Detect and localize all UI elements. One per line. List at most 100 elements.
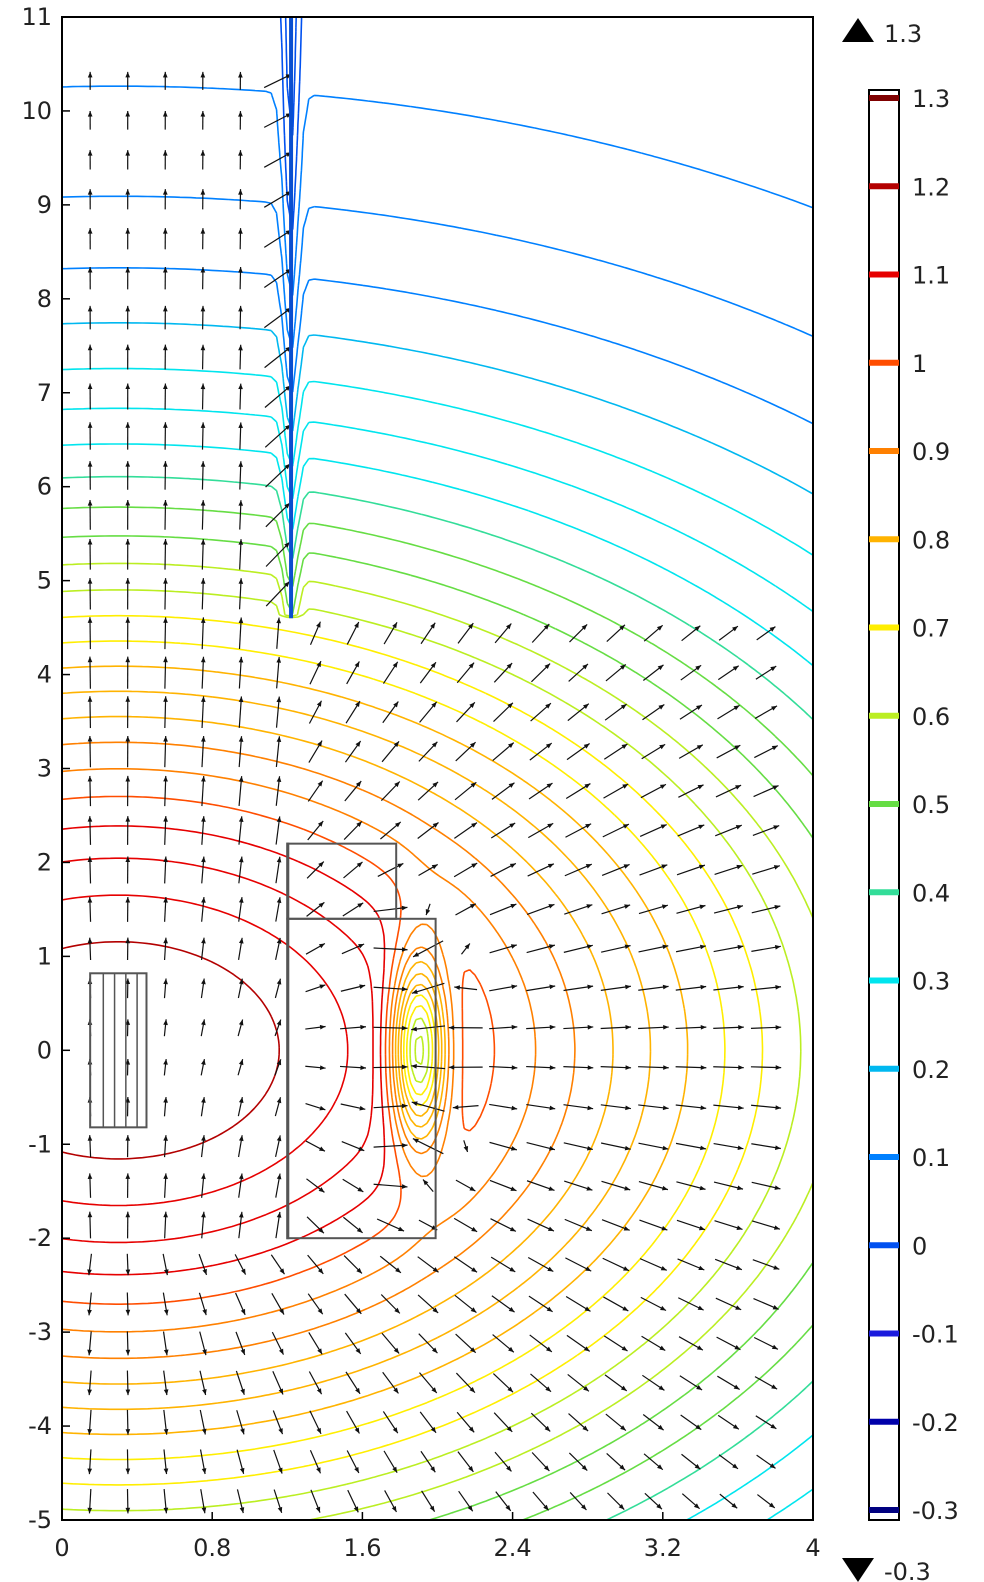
field-arrow xyxy=(125,937,131,961)
field-arrow xyxy=(676,1181,706,1191)
field-arrow xyxy=(563,1142,593,1151)
field-arrow xyxy=(751,984,782,991)
field-arrow xyxy=(681,625,701,642)
x-tick-label: 1.6 xyxy=(343,1534,381,1562)
colorbar-level-band xyxy=(869,1154,899,1160)
field-arrow xyxy=(309,621,321,646)
field-arrow xyxy=(605,663,627,682)
field-arrow xyxy=(489,1024,518,1030)
field-arrow xyxy=(87,696,93,729)
field-arrow xyxy=(238,856,244,884)
field-arrow xyxy=(383,622,398,645)
field-arrow xyxy=(87,1292,92,1316)
field-arrow xyxy=(125,500,131,530)
field-arrow xyxy=(642,664,664,681)
field-arrow xyxy=(276,656,282,689)
field-arrow xyxy=(456,701,476,723)
field-arrow xyxy=(307,780,324,802)
field-arrow xyxy=(238,578,244,610)
field-arrow xyxy=(125,696,131,729)
field-arrow xyxy=(125,1097,131,1117)
field-arrow xyxy=(234,1254,247,1275)
colorbar-level-label: 0.9 xyxy=(912,438,950,466)
field-arrow xyxy=(751,1104,782,1110)
field-arrow xyxy=(419,1372,438,1394)
field-arrow xyxy=(420,1450,436,1473)
field-arrow xyxy=(238,500,244,530)
field-arrow xyxy=(87,578,93,610)
field-arrow xyxy=(87,856,93,884)
field-arrow xyxy=(490,1256,516,1273)
field-arrow xyxy=(198,1292,207,1316)
field-arrow xyxy=(454,781,477,801)
field-arrow xyxy=(125,978,131,999)
colorbar-level-band xyxy=(869,1065,899,1072)
field-arrow xyxy=(200,344,206,370)
field-arrow xyxy=(713,1181,744,1191)
field-arrow xyxy=(373,947,408,952)
field-arrow xyxy=(753,1336,779,1350)
field-arrow xyxy=(603,1296,629,1312)
field-arrow xyxy=(343,1216,363,1234)
field-arrow xyxy=(453,1256,478,1273)
field-arrow xyxy=(236,1449,245,1474)
field-arrow xyxy=(412,940,444,958)
field-arrow xyxy=(87,266,93,290)
y-tick-label: -4 xyxy=(28,1412,52,1440)
field-arrow xyxy=(565,1257,592,1272)
field-arrow xyxy=(237,1019,244,1037)
field-arrow xyxy=(200,461,206,490)
field-arrow xyxy=(274,1019,282,1037)
field-arrow xyxy=(457,1451,474,1473)
colorbar-level-label: 0.2 xyxy=(912,1056,950,1084)
field-arrow xyxy=(238,539,244,570)
field-arrow xyxy=(418,741,438,762)
field-arrow xyxy=(273,1449,283,1474)
field-arrow xyxy=(163,538,168,570)
field-arrow xyxy=(568,663,589,682)
field-arrow xyxy=(305,1065,326,1070)
field-arrow xyxy=(676,1219,706,1231)
field-arrow xyxy=(373,1064,408,1070)
field-arrow xyxy=(198,1253,208,1276)
field-arrow xyxy=(532,1491,550,1511)
field-arrow xyxy=(238,422,243,450)
field-arrow xyxy=(272,1370,284,1395)
field-arrow xyxy=(448,1064,483,1070)
field-arrow xyxy=(568,1413,589,1432)
field-arrow xyxy=(201,736,206,768)
field-arrow xyxy=(377,862,404,877)
field-arrow xyxy=(201,897,206,922)
field-arrow xyxy=(421,1490,436,1512)
field-arrow xyxy=(638,984,669,991)
field-arrow xyxy=(87,305,93,330)
field-arrow xyxy=(638,1065,669,1070)
field-arrow xyxy=(490,862,517,877)
field-arrow xyxy=(373,1025,408,1031)
field-arrow xyxy=(237,1059,244,1076)
colorbar-level-label: 1.3 xyxy=(912,85,950,113)
field-arrow xyxy=(275,937,282,960)
field-arrow xyxy=(754,1376,778,1390)
field-arrow xyxy=(417,1256,439,1273)
field-arrow xyxy=(235,1292,246,1316)
field-arrow xyxy=(644,1492,663,1510)
field-arrow xyxy=(162,189,168,210)
x-tick-label: 2.4 xyxy=(494,1534,532,1562)
field-arrow xyxy=(87,1449,93,1475)
field-arrow xyxy=(309,1449,322,1474)
field-arrow xyxy=(417,821,439,840)
field-arrow xyxy=(638,904,669,915)
y-axis-ticks: -5 -4 -3 -2 -1 0 1 2 3 4 5 6 7 8 9 10 11 xyxy=(21,3,70,1534)
field-arrow xyxy=(675,1142,707,1151)
field-arrow xyxy=(238,1173,244,1198)
field-arrow xyxy=(125,1253,131,1276)
field-arrow xyxy=(566,743,590,761)
field-arrow xyxy=(200,228,206,250)
field-arrow xyxy=(238,816,244,845)
field-arrow xyxy=(567,703,590,722)
field-arrow xyxy=(238,71,243,90)
field-arrow xyxy=(343,1255,363,1274)
field-arrow xyxy=(417,781,439,801)
